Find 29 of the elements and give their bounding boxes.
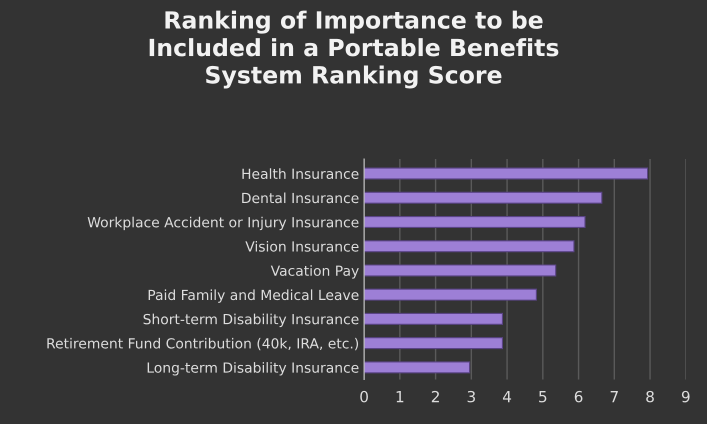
y-tick-label: Dental Insurance <box>242 192 359 204</box>
x-tick-label: 9 <box>682 390 690 402</box>
bar <box>364 240 574 252</box>
x-tick-label: 1 <box>396 391 404 402</box>
y-tick-label: Vacation Pay <box>270 265 359 279</box>
bar <box>364 216 586 228</box>
y-tick-label: Retirement Fund Contribution (40k, IRA, etc.) <box>47 338 358 350</box>
bar <box>364 192 602 204</box>
bar <box>364 288 537 301</box>
x-tick-label: 2 <box>432 390 439 402</box>
bar <box>364 337 503 350</box>
x-tick-label: 7 <box>610 391 618 402</box>
y-tick-label: Vision Insurance <box>245 240 359 252</box>
chart-title: Ranking of Importance to be Included in a Portable Benefits System Ranking Score <box>150 10 558 88</box>
x-tick-label: 8 <box>646 390 654 402</box>
x-tick-label: 6 <box>574 390 582 402</box>
y-tick-label: Paid Family and Medical Leave <box>148 289 358 303</box>
bar <box>364 361 470 374</box>
bar <box>364 168 648 180</box>
x-tick-label: 0 <box>360 390 368 402</box>
x-tick-label: 5 <box>539 391 546 402</box>
bar <box>364 312 503 325</box>
x-tick-label: 4 <box>502 391 512 402</box>
bar <box>364 264 556 276</box>
y-tick-label: Long-term Disability Insurance <box>148 362 359 376</box>
x-tick-label: 3 <box>468 390 475 402</box>
y-tick-label: Health Insurance <box>242 168 359 180</box>
y-tick-label: Workplace Accident or Injury Insurance <box>88 216 359 230</box>
y-tick-label: Short-term Disability Insurance <box>144 314 359 328</box>
